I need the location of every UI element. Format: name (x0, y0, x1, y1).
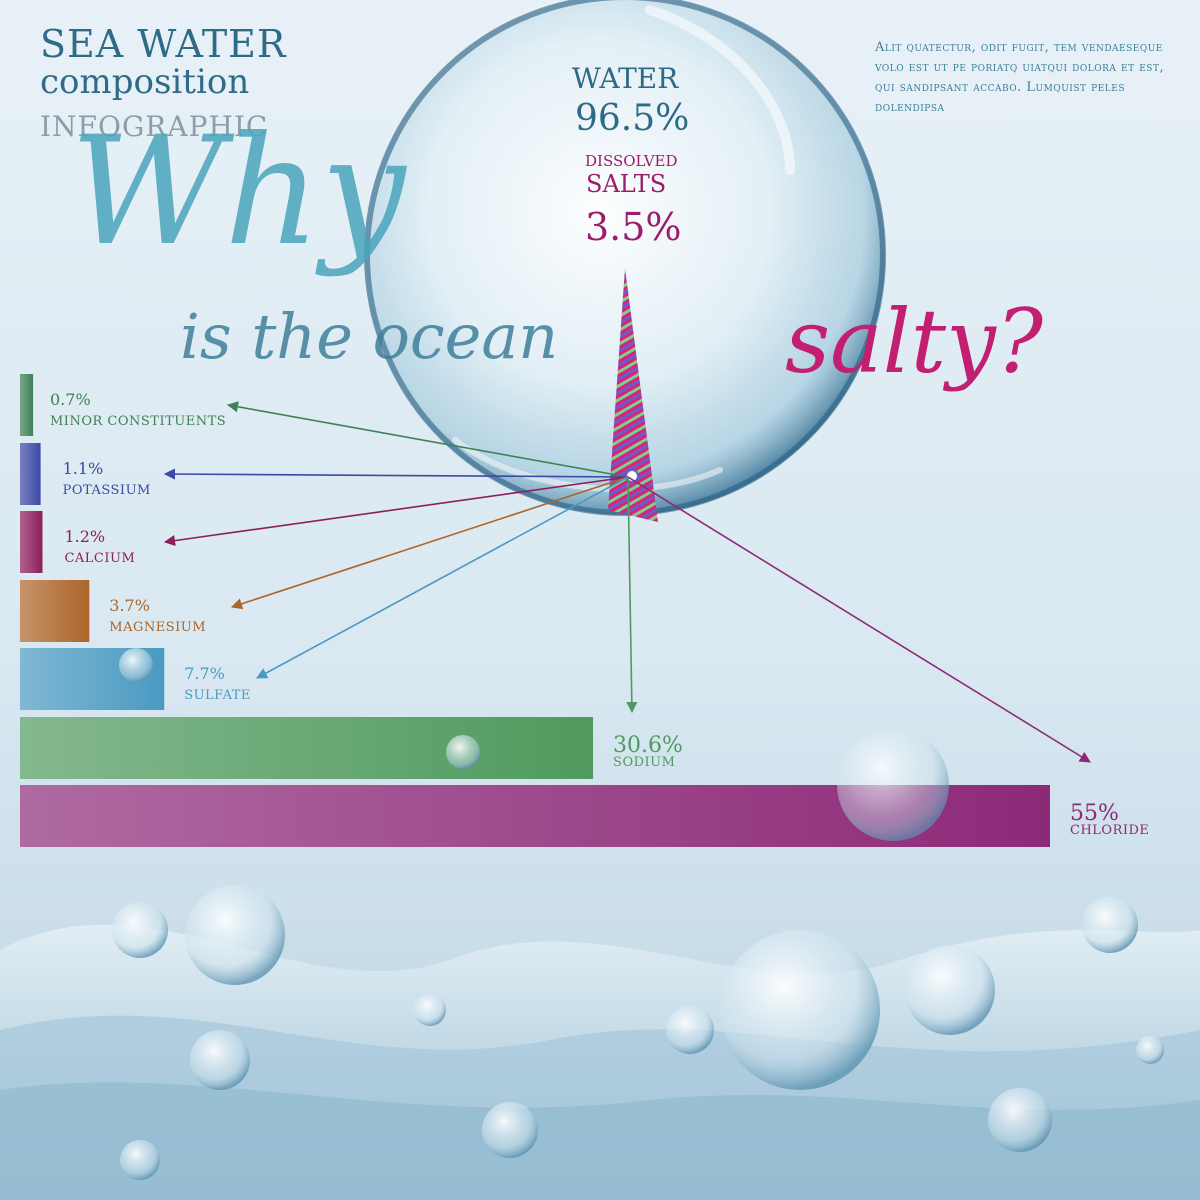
arrow-magnesium (230, 476, 629, 610)
bar-category-label: CALCIUM (64, 551, 136, 566)
arrow-sodium (626, 476, 638, 714)
arrow-potassium (163, 468, 629, 480)
bar-value-label: 0.7% (50, 390, 91, 409)
dissolved-label: DISSOLVED (585, 152, 678, 170)
bar-potassium (20, 443, 41, 505)
bar-value-label: 1.1% (62, 459, 104, 478)
bar-category-label: MINOR CONSTITUENTS (50, 414, 227, 429)
arrow-calcium (163, 476, 629, 547)
title-line3: INFOGRAPHIC (40, 110, 269, 143)
bar-magnesium (20, 580, 90, 642)
headline-salty: salty? (785, 290, 1044, 393)
bar-value-label: 3.7% (109, 596, 150, 615)
salts-label: SALTS (586, 170, 667, 198)
arrows-group (163, 401, 1091, 763)
arrow-sulfate (256, 476, 629, 679)
bar-bubbles (119, 648, 949, 841)
bar-sodium (20, 717, 594, 779)
headline-why: Why (70, 105, 406, 279)
bar-calcium (20, 511, 43, 573)
bar-value-label: 30.6% (613, 733, 683, 758)
water-wave-decoration (0, 885, 1200, 1200)
bar-value-label: 7.7% (184, 664, 225, 683)
bar-minor-constituents (20, 374, 34, 436)
bar-category-label: POTASSIUM (62, 483, 151, 498)
water-label: WATER (572, 62, 679, 95)
arrow-minor-constituents (226, 401, 629, 478)
title-line1: SEA WATER (40, 22, 287, 66)
arrow-chloride (627, 476, 1091, 763)
bar-category-label: CHLORIDE (1070, 823, 1150, 838)
headline-is-the-ocean: is the ocean (180, 300, 559, 373)
salts-value: 3.5% (585, 205, 682, 249)
intro-blurb: Alit quatectur, odit fugit, tem vendaese… (875, 40, 1165, 115)
bar-value-label: 1.2% (64, 527, 106, 546)
title-line2: composition (40, 62, 250, 102)
bar-category-label: SULFATE (184, 688, 251, 703)
water-value: 96.5% (575, 98, 690, 139)
bar-category-label: MAGNESIUM (109, 620, 207, 635)
bar-value-label: 55% (1070, 801, 1119, 826)
bar-category-label: SODIUM (613, 755, 676, 770)
